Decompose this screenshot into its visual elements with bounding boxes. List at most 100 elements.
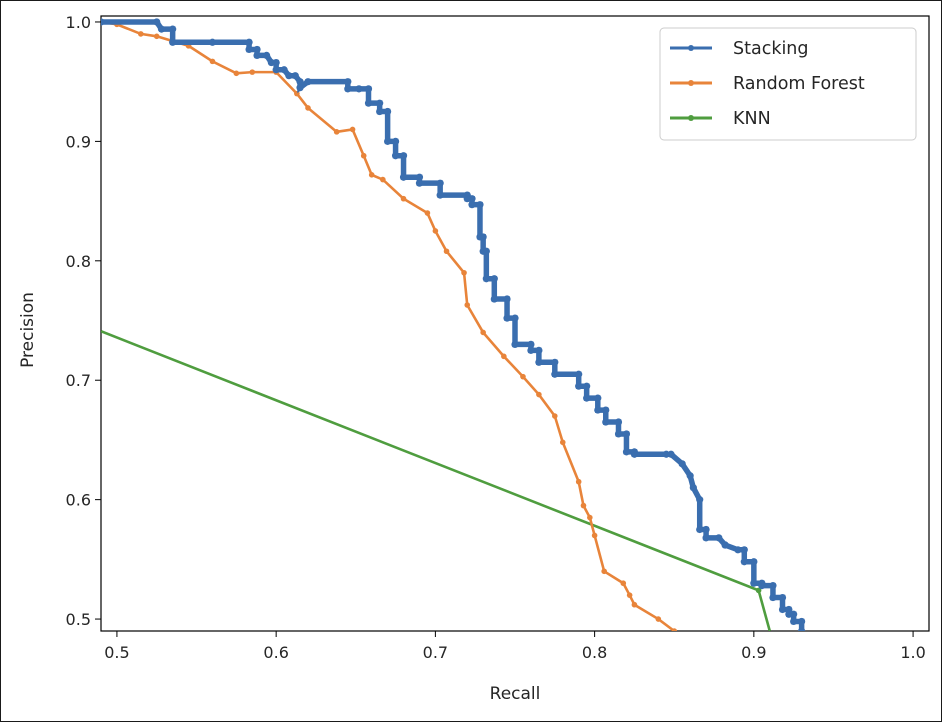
- data-point: [734, 546, 741, 553]
- data-point: [696, 496, 703, 503]
- data-point: [355, 85, 362, 92]
- data-point: [623, 448, 630, 455]
- y-axis-label: Precision: [18, 292, 38, 368]
- data-point: [153, 18, 160, 25]
- data-point: [592, 533, 598, 539]
- data-point: [769, 582, 776, 589]
- data-point: [169, 39, 176, 46]
- legend-marker: [688, 80, 694, 86]
- data-point: [350, 127, 356, 133]
- legend-label: Stacking: [733, 39, 809, 59]
- data-point: [491, 275, 498, 282]
- data-point: [758, 582, 765, 589]
- data-point: [551, 359, 558, 366]
- data-point: [587, 515, 593, 521]
- data-point: [575, 383, 582, 390]
- legend-label: Random Forest: [733, 74, 865, 94]
- x-tick-label: 0.9: [741, 643, 766, 662]
- data-point: [687, 472, 694, 479]
- data-point: [741, 546, 748, 553]
- data-point: [722, 541, 729, 548]
- data-point: [632, 602, 638, 608]
- data-point: [296, 84, 303, 91]
- data-point: [425, 210, 431, 216]
- legend-marker: [688, 115, 694, 121]
- data-point: [384, 138, 391, 145]
- legend-label: KNN: [733, 109, 771, 129]
- data-point: [461, 270, 467, 276]
- data-point: [741, 558, 748, 565]
- data-point: [690, 484, 697, 491]
- data-point: [400, 152, 407, 159]
- data-point: [575, 371, 582, 378]
- data-point: [631, 451, 638, 458]
- x-tick-label: 0.8: [582, 643, 607, 662]
- data-point: [594, 406, 601, 413]
- data-point: [365, 85, 372, 92]
- data-point: [602, 406, 609, 413]
- data-point: [511, 315, 518, 322]
- data-point: [769, 594, 776, 601]
- data-point: [483, 248, 490, 255]
- data-point: [536, 392, 542, 398]
- data-point: [667, 451, 674, 458]
- data-point: [779, 594, 786, 601]
- data-point: [365, 100, 372, 107]
- data-point: [392, 152, 399, 159]
- data-point: [273, 66, 280, 73]
- data-point: [384, 108, 391, 115]
- x-tick-label: 0.6: [263, 643, 288, 662]
- data-point: [169, 26, 176, 33]
- data-point: [437, 180, 444, 187]
- data-point: [790, 611, 797, 618]
- data-point: [483, 275, 490, 282]
- data-point: [535, 347, 542, 354]
- data-point: [376, 108, 383, 115]
- x-tick-label: 1.0: [900, 643, 925, 662]
- x-axis-label: Recall: [490, 684, 541, 704]
- data-point: [380, 177, 386, 183]
- data-point: [798, 618, 805, 625]
- legend: Stacking Random Forest KNN: [660, 28, 916, 140]
- data-point: [503, 295, 510, 302]
- y-tick-label: 1.0: [66, 13, 91, 32]
- x-tick-label: 0.7: [423, 643, 448, 662]
- data-point: [369, 172, 375, 178]
- y-tick-label: 0.7: [66, 371, 91, 390]
- data-point: [158, 26, 165, 33]
- data-point: [249, 69, 255, 75]
- data-point: [503, 315, 510, 322]
- data-point: [154, 34, 160, 40]
- data-point: [210, 59, 216, 65]
- data-point: [627, 592, 633, 598]
- y-tick-label: 0.5: [66, 610, 91, 629]
- data-point: [715, 534, 722, 541]
- data-point: [138, 31, 144, 37]
- y-tick-label: 0.6: [66, 491, 91, 510]
- data-point: [273, 59, 280, 66]
- data-point: [376, 100, 383, 107]
- data-point: [464, 302, 470, 308]
- data-point: [292, 72, 299, 79]
- legend-marker: [688, 45, 694, 51]
- data-point: [480, 330, 486, 336]
- data-point: [750, 580, 757, 587]
- data-point: [234, 71, 240, 77]
- data-point: [491, 295, 498, 302]
- data-point: [656, 616, 662, 622]
- data-point: [779, 606, 786, 613]
- data-point: [480, 233, 487, 240]
- data-point: [401, 196, 407, 202]
- data-point: [581, 503, 587, 509]
- data-point: [679, 460, 686, 467]
- data-point: [305, 105, 311, 111]
- data-point: [615, 430, 622, 437]
- data-point: [433, 228, 439, 234]
- data-point: [253, 52, 260, 59]
- data-point: [602, 418, 609, 425]
- data-point: [511, 341, 518, 348]
- data-point: [601, 568, 607, 574]
- data-point: [304, 78, 311, 85]
- data-point: [245, 39, 252, 46]
